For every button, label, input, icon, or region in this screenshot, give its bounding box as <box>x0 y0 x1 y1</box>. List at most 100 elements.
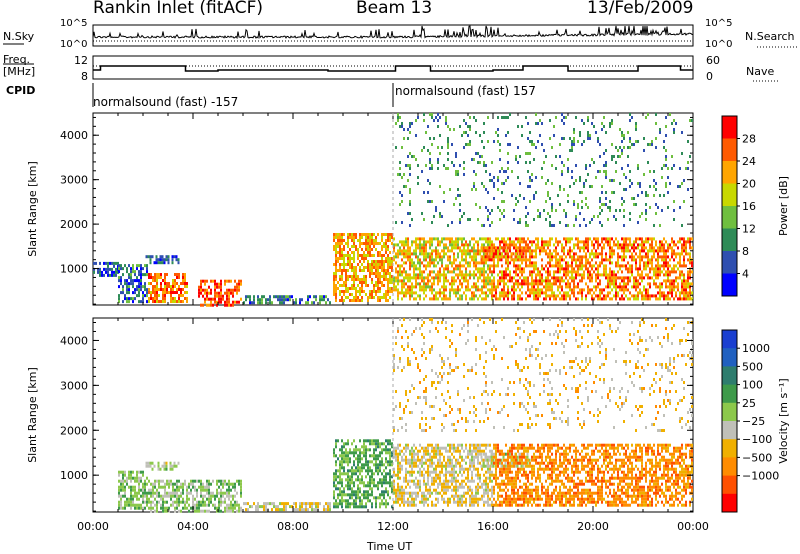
echo-cell <box>345 499 347 503</box>
echo-cell <box>673 264 675 268</box>
echo-cell <box>202 503 204 507</box>
echo-cell <box>381 296 383 299</box>
echo-cell <box>453 246 455 250</box>
echo-cell <box>377 469 379 473</box>
echo-cell <box>623 246 625 250</box>
echo-cell <box>661 294 663 298</box>
echo-cell <box>361 481 363 485</box>
echo-cell <box>367 469 369 473</box>
echo-cell <box>351 236 353 239</box>
echo-cell <box>210 291 212 295</box>
echo-cell <box>483 255 485 259</box>
echo-cell <box>283 508 285 512</box>
echo-cell <box>482 249 485 253</box>
echo-cell <box>341 451 343 455</box>
echo-cell <box>499 149 501 152</box>
echo-cell <box>379 502 381 506</box>
echo-cell <box>176 479 178 483</box>
echo-cell <box>411 218 413 221</box>
echo-cell <box>409 452 411 456</box>
echo-cell <box>397 461 399 465</box>
echo-cell <box>395 494 397 498</box>
echo-cell <box>415 446 417 450</box>
echo-cell <box>397 243 399 247</box>
echo-cell <box>154 509 156 513</box>
echo-cell <box>138 279 140 283</box>
echo-cell <box>621 288 623 292</box>
echo-cell <box>621 294 623 298</box>
echo-cell <box>457 291 459 295</box>
echo-cell <box>469 143 471 146</box>
echo-cell <box>126 482 128 486</box>
echo-cell <box>365 496 367 500</box>
echo-cell <box>539 276 541 280</box>
echo-cell <box>365 233 367 236</box>
echo-cell <box>643 288 645 292</box>
echo-cell <box>595 288 597 292</box>
echo-cell <box>156 276 158 279</box>
echo-cell <box>687 240 689 244</box>
echo-cell <box>451 264 453 268</box>
echo-cell <box>655 137 657 140</box>
echo-cell <box>517 146 519 149</box>
echo-cell <box>467 249 469 253</box>
echo-cell <box>451 240 453 244</box>
echo-cell <box>659 255 661 259</box>
echo-cell <box>673 285 675 289</box>
echo-cell <box>651 249 653 253</box>
echo-cell <box>377 487 379 491</box>
echo-cell <box>389 251 391 254</box>
echo-cell <box>138 482 140 486</box>
echo-cell <box>619 264 621 268</box>
echo-cell <box>423 291 425 295</box>
echo-cell <box>427 191 429 194</box>
echo-cell <box>435 443 437 447</box>
echo-cell <box>453 261 455 265</box>
echo-cell <box>214 506 216 510</box>
echo-cell <box>484 249 487 253</box>
echo-cell <box>499 294 501 298</box>
echo-cell <box>204 297 206 301</box>
echo-cell <box>407 237 409 241</box>
echo-cell <box>681 264 683 268</box>
echo-cell <box>285 298 287 302</box>
echo-cell <box>487 243 489 247</box>
echo-cell <box>339 499 341 503</box>
echo-cell <box>621 270 623 274</box>
echo-cell <box>355 248 357 251</box>
echo-cell <box>607 294 609 298</box>
echo-cell <box>269 298 271 302</box>
echo-cell <box>457 276 459 280</box>
echo-cell <box>351 466 353 470</box>
echo-cell <box>529 161 531 164</box>
echo-cell <box>341 466 343 470</box>
echo-cell <box>583 182 585 185</box>
echo-cell <box>485 258 487 262</box>
echo-cell <box>357 457 359 461</box>
echo-cell <box>341 251 343 254</box>
echo-cell <box>379 451 381 455</box>
echo-cell <box>357 296 359 299</box>
echo-cell <box>655 212 657 215</box>
echo-cell <box>555 116 557 119</box>
echo-cell <box>607 206 609 209</box>
echo-cell <box>401 297 403 301</box>
echo-cell <box>399 461 401 465</box>
echo-cell <box>671 270 673 274</box>
echo-cell <box>553 264 555 268</box>
echo-cell <box>128 470 130 474</box>
echo-cell <box>629 249 631 253</box>
echo-cell <box>232 288 234 292</box>
echo-cell <box>543 161 545 164</box>
echo-cell <box>152 297 154 300</box>
echo-cell <box>473 185 475 188</box>
echo-cell <box>198 503 200 507</box>
echo-cell <box>423 479 425 483</box>
echo-cell <box>177 461 180 465</box>
echo-cell <box>475 288 477 292</box>
echo-cell <box>371 281 373 284</box>
echo-cell <box>385 505 387 509</box>
echo-cell <box>591 264 593 268</box>
echo-cell <box>487 288 489 292</box>
echo-cell <box>627 279 629 283</box>
